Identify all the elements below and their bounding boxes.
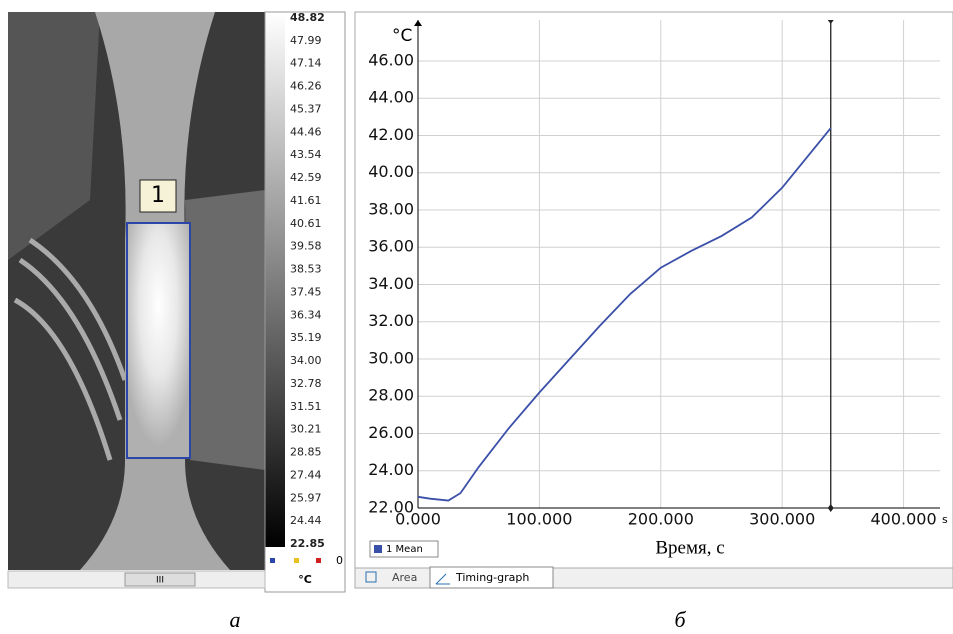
scale-label: 28.85 [290,446,322,459]
chart-panel [355,12,953,568]
scale-label: 46.26 [290,80,322,93]
x-axis-label: Время, с [655,537,724,558]
color-scale [265,12,285,547]
x-unit: s [942,513,948,526]
y-tick-label: 46.00 [368,50,414,69]
scale-label: 27.44 [290,468,322,481]
y-tick-label: 38.00 [368,199,414,218]
x-tick-label: 200.000 [628,510,694,529]
y-tick-label: 32.00 [368,311,414,330]
scale-label: 41.61 [290,194,322,207]
y-tick-label: 34.00 [368,274,414,293]
screenshot: 1 0 °C III а Время, с °C s Area Timing-g… [0,0,953,634]
caption: б [674,607,686,632]
legend-swatch [374,545,382,553]
scale-label: 40.61 [290,217,322,230]
x-tick-label: 300.000 [749,510,815,529]
scrollbar[interactable] [8,571,265,588]
scale-label: 44.46 [290,125,322,138]
y-tick-label: 42.00 [368,125,414,144]
y-tick-label: 44.00 [368,88,414,107]
palette-count: 0 [336,554,343,567]
scale-label: 30.21 [290,423,322,436]
y-tick-label: 26.00 [368,423,414,442]
legend-label: 1 Mean [386,544,423,555]
page: 1 0 °C III а Время, с °C s Area Timing-g… [0,0,953,634]
scale-label: 31.51 [290,400,322,413]
region-label: 1 [151,183,165,208]
scale-unit: °C [298,573,312,586]
caption: а [230,607,241,632]
scale-label: 35.19 [290,331,322,344]
scale-label: 45.37 [290,102,322,115]
scroll-thumb[interactable]: III [156,576,164,586]
scale-label: 24.44 [290,514,322,527]
scale-label: 25.97 [290,491,322,504]
thermal-image: 1 [8,12,265,570]
palette-icons [270,558,321,563]
y-tick-label: 36.00 [368,237,414,256]
y-tick-label: 40.00 [368,162,414,181]
scale-label: 36.34 [290,308,322,321]
y-tick-label: 28.00 [368,386,414,405]
scale-label: 38.53 [290,263,322,276]
tab[interactable]: Timing-graph [455,571,529,584]
scale-label: 37.45 [290,285,322,298]
y-tick-label: 30.00 [368,348,414,367]
scale-label: 47.14 [290,57,322,70]
tab[interactable]: Area [392,571,417,584]
scale-label: 43.54 [290,148,322,161]
x-tick-label: 400.000 [870,510,936,529]
scale-label: 47.99 [290,34,322,47]
y-unit: °C [392,26,412,46]
scale-label: 48.82 [290,11,325,24]
scale-label: 39.58 [290,240,322,253]
scale-label: 34.00 [290,354,322,367]
scale-label: 22.85 [290,537,325,550]
y-tick-label: 24.00 [368,460,414,479]
x-tick-label: 100.000 [506,510,572,529]
x-tick-label: 0.000 [395,510,441,529]
scale-label: 42.59 [290,171,322,184]
scale-label: 32.78 [290,377,322,390]
